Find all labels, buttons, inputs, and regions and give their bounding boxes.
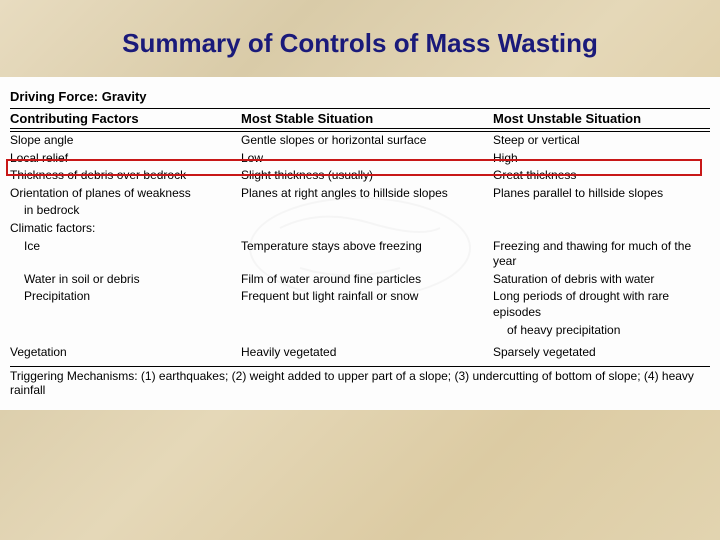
- vegetation-row: Vegetation Heavily vegetated Sparsely ve…: [10, 344, 710, 362]
- cell-factor: in bedrock: [10, 203, 241, 219]
- cell-factor: Local relief: [10, 151, 241, 167]
- cell-factor: Water in soil or debris: [10, 272, 241, 288]
- cell-unstable: High: [493, 151, 710, 167]
- cell-unstable: [493, 203, 710, 219]
- cell-stable: Temperature stays above freezing: [241, 239, 493, 270]
- cell-factor: Orientation of planes of weakness: [10, 186, 241, 202]
- veg-unstable: Sparsely vegetated: [493, 345, 710, 361]
- header-most-stable: Most Stable Situation: [241, 111, 493, 126]
- data-rows-container: Slope angleGentle slopes or horizontal s…: [10, 132, 710, 339]
- cell-unstable: Steep or vertical: [493, 133, 710, 149]
- cell-unstable: Great thickness: [493, 168, 710, 184]
- table-row: Slope angleGentle slopes or horizontal s…: [10, 132, 710, 150]
- table-row: in bedrock: [10, 202, 710, 220]
- cell-stable: Film of water around fine particles: [241, 272, 493, 288]
- cell-factor: Slope angle: [10, 133, 241, 149]
- cell-stable: [241, 221, 493, 237]
- cell-stable: Low: [241, 151, 493, 167]
- veg-factor: Vegetation: [10, 345, 241, 361]
- veg-stable: Heavily vegetated: [241, 345, 493, 361]
- triggering-mechanisms: Triggering Mechanisms: (1) earthquakes; …: [10, 366, 710, 400]
- cell-unstable: Planes parallel to hillside slopes: [493, 186, 710, 202]
- table-row: Climatic factors:: [10, 220, 710, 238]
- header-contributing-factors: Contributing Factors: [10, 111, 241, 126]
- cell-unstable: of heavy precipitation: [493, 323, 710, 339]
- table-row: Water in soil or debrisFilm of water aro…: [10, 271, 710, 289]
- cell-unstable: [493, 221, 710, 237]
- cell-unstable: Freezing and thawing for much of the yea…: [493, 239, 710, 270]
- cell-factor: [10, 323, 241, 339]
- cell-factor: Precipitation: [10, 289, 241, 320]
- driving-force-heading: Driving Force: Gravity: [10, 85, 710, 106]
- table-row: Orientation of planes of weaknessPlanes …: [10, 185, 710, 203]
- cell-stable: [241, 203, 493, 219]
- cell-factor: Ice: [10, 239, 241, 270]
- cell-stable: Gentle slopes or horizontal surface: [241, 133, 493, 149]
- cell-stable: Planes at right angles to hillside slope…: [241, 186, 493, 202]
- cell-stable: Frequent but light rainfall or snow: [241, 289, 493, 320]
- table-row: of heavy precipitation: [10, 322, 710, 340]
- cell-unstable: Long periods of drought with rare episod…: [493, 289, 710, 320]
- cell-unstable: Saturation of debris with water: [493, 272, 710, 288]
- table-container: Driving Force: Gravity Contributing Fact…: [0, 77, 720, 410]
- table-row: Local reliefLowHigh: [10, 150, 710, 168]
- cell-stable: [241, 323, 493, 339]
- table-row: Thickness of debris over bedrockSlight t…: [10, 167, 710, 185]
- cell-factor: Climatic factors:: [10, 221, 241, 237]
- column-headers-row: Contributing Factors Most Stable Situati…: [10, 108, 710, 129]
- cell-factor: Thickness of debris over bedrock: [10, 168, 241, 184]
- slide-title: Summary of Controls of Mass Wasting: [0, 0, 720, 77]
- table-row: PrecipitationFrequent but light rainfall…: [10, 288, 710, 321]
- table-row: IceTemperature stays above freezingFreez…: [10, 238, 710, 271]
- header-most-unstable: Most Unstable Situation: [493, 111, 710, 126]
- cell-stable: Slight thickness (usually): [241, 168, 493, 184]
